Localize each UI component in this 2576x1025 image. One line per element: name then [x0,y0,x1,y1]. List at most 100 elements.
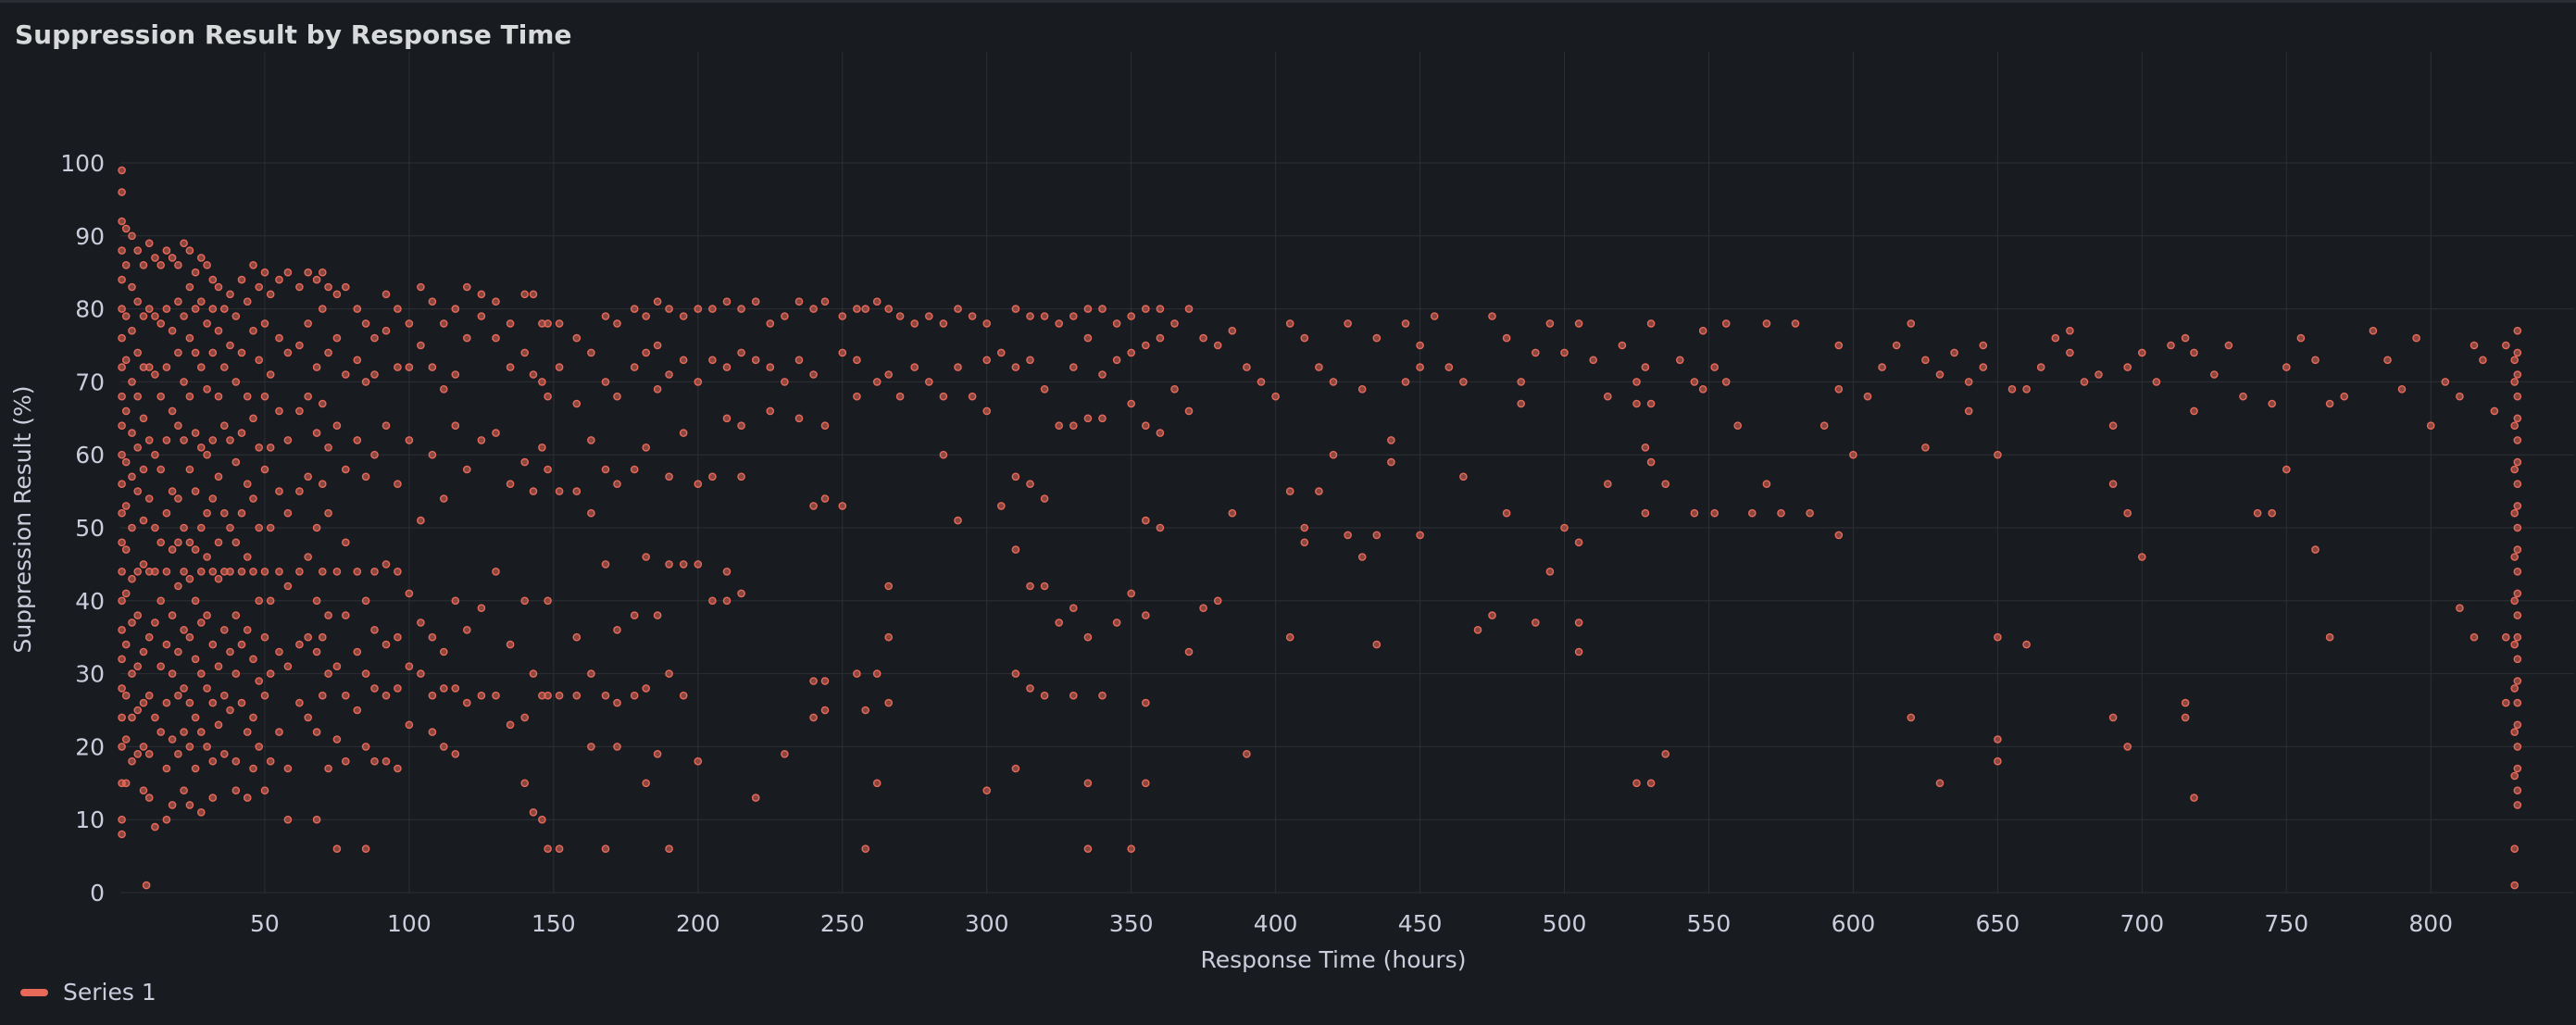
data-point[interactable] [462,626,471,634]
data-point[interactable] [613,743,621,751]
data-point[interactable] [1040,494,1049,503]
data-point[interactable] [679,312,688,320]
data-point[interactable] [529,669,538,678]
data-point[interactable] [492,429,500,437]
data-point[interactable] [2268,399,2276,408]
data-point[interactable] [162,508,171,518]
data-point[interactable] [439,743,448,751]
data-point[interactable] [295,282,304,292]
data-point[interactable] [260,392,269,401]
data-point[interactable] [1142,341,1150,350]
data-point[interactable] [180,786,188,795]
data-point[interactable] [332,421,342,431]
data-point[interactable] [613,626,621,634]
data-point[interactable] [237,348,246,357]
data-point[interactable] [872,378,882,386]
data-point[interactable] [1083,844,1093,854]
data-point[interactable] [2152,378,2161,386]
data-point[interactable] [118,246,126,255]
data-point[interactable] [133,348,142,357]
data-point[interactable] [168,326,177,335]
data-point[interactable] [1560,523,1569,532]
data-point[interactable] [1641,443,1650,452]
data-point[interactable] [766,319,775,328]
data-point[interactable] [196,254,206,262]
data-point[interactable] [853,669,861,678]
data-point[interactable] [601,378,610,386]
data-point[interactable] [191,487,200,495]
data-point[interactable] [2412,333,2420,343]
data-point[interactable] [544,319,552,328]
data-point[interactable] [737,305,745,313]
data-point[interactable] [139,786,148,795]
data-point[interactable] [653,750,662,758]
data-point[interactable] [939,450,948,459]
data-point[interactable] [191,596,200,606]
data-point[interactable] [2501,341,2510,350]
data-point[interactable] [2513,568,2522,576]
data-point[interactable] [118,713,126,722]
data-point[interactable] [708,596,717,606]
data-point[interactable] [168,735,177,744]
data-point[interactable] [737,589,745,598]
data-point[interactable] [630,465,639,474]
data-point[interactable] [266,370,275,379]
data-point[interactable] [191,305,200,313]
data-point[interactable] [2513,502,2522,510]
data-point[interactable] [1112,319,1121,328]
data-point[interactable] [128,574,136,583]
data-point[interactable] [1142,516,1150,525]
data-point[interactable] [428,632,437,642]
data-point[interactable] [1011,472,1020,481]
data-point[interactable] [405,720,414,730]
data-point[interactable] [133,750,142,758]
data-point[interactable] [144,750,154,758]
data-point[interactable] [405,436,414,444]
data-point[interactable] [2426,421,2435,431]
data-point[interactable] [679,356,688,365]
data-point[interactable] [133,662,142,671]
data-point[interactable] [1632,779,1641,788]
data-point[interactable] [121,224,131,233]
data-point[interactable] [118,538,126,547]
data-point[interactable] [572,691,581,700]
data-point[interactable] [694,305,703,313]
data-point[interactable] [642,779,651,788]
data-point[interactable] [1329,450,1338,459]
data-point[interactable] [142,881,151,890]
data-point[interactable] [1661,480,1669,489]
data-point[interactable] [255,596,264,606]
data-point[interactable] [1055,619,1063,627]
data-point[interactable] [587,348,595,357]
data-point[interactable] [492,297,500,306]
data-point[interactable] [266,596,275,606]
data-point[interactable] [417,619,425,627]
data-point[interactable] [266,756,275,766]
data-point[interactable] [601,560,610,569]
data-point[interactable] [982,786,991,795]
data-point[interactable] [312,596,321,606]
data-point[interactable] [1011,545,1020,554]
data-point[interactable] [820,494,830,503]
data-point[interactable] [538,378,546,386]
data-point[interactable] [630,691,639,700]
data-point[interactable] [2036,363,2045,371]
data-point[interactable] [361,669,370,678]
data-point[interactable] [997,348,1006,357]
data-point[interactable] [196,443,206,452]
data-point[interactable] [477,604,486,613]
data-point[interactable] [506,640,515,649]
data-point[interactable] [2066,348,2074,357]
data-point[interactable] [2513,698,2522,707]
data-point[interactable] [1401,319,1410,328]
data-point[interactable] [139,698,148,707]
data-point[interactable] [2513,786,2522,795]
data-point[interactable] [2167,341,2175,350]
data-point[interactable] [1112,619,1121,627]
data-point[interactable] [266,443,275,452]
data-point[interactable] [243,553,252,561]
data-point[interactable] [168,545,177,554]
data-point[interactable] [861,844,870,854]
data-point[interactable] [809,305,818,313]
data-point[interactable] [722,297,732,306]
